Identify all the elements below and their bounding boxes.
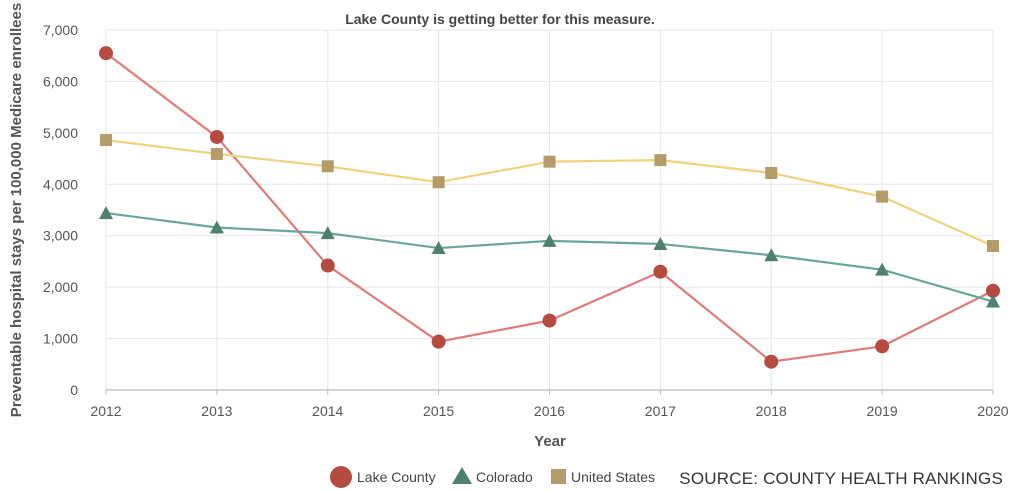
x-axis-title: Year [534,433,566,450]
x-tick-label: 2015 [423,403,454,419]
lake-county-point[interactable] [875,339,890,354]
colorado-point[interactable] [99,206,113,220]
legend-item-colorado[interactable]: Colorado [452,467,533,485]
lake-county-point[interactable] [764,354,779,369]
source-note: SOURCE: COUNTY HEALTH RANKINGS [679,469,1003,488]
x-tick-label: 2018 [756,403,787,419]
legend-lake-county-marker [330,466,352,488]
colorado-point[interactable] [653,236,668,250]
chart-title: Lake County is getting better for this m… [345,11,655,27]
x-tick-label: 2016 [534,403,565,419]
y-tick-label: 6,000 [43,73,78,89]
colorado-point[interactable] [431,241,446,255]
y-tick-label: 0 [70,382,78,398]
legend-united-states-label: United States [571,469,655,485]
legend-lake-county-label: Lake County [357,469,436,485]
legend-item-lake-county[interactable]: Lake County [330,466,436,488]
y-axis-title: Preventable hospital stays per 100,000 M… [8,3,25,417]
x-tick-label: 2020 [977,403,1008,419]
y-tick-label: 7,000 [43,22,78,38]
lake-county-point[interactable] [986,283,1000,298]
y-tick-label: 4,000 [43,176,78,192]
x-tick-label: 2014 [312,403,343,419]
united-states-point[interactable] [321,160,334,173]
united-states-point[interactable] [987,240,999,252]
series-markers [99,46,1000,369]
x-tick-label: 2013 [201,403,232,419]
colorado-point[interactable] [986,294,1000,308]
united-states-point[interactable] [100,134,112,147]
united-states-point[interactable] [432,176,445,189]
lake-county-point[interactable] [542,313,557,328]
lake-county-point[interactable] [99,46,113,61]
colorado-point[interactable] [542,233,557,247]
y-tick-label: 1,000 [43,331,78,347]
legend-colorado-marker [452,467,472,484]
united-states-point[interactable] [654,154,667,167]
x-tick-label: 2012 [90,403,121,419]
colorado-point[interactable] [875,262,890,276]
grid [105,29,994,390]
x-tick-label: 2017 [645,403,676,419]
lake-county-point[interactable] [209,129,224,144]
united-states-point[interactable] [876,190,889,203]
lake-county-point[interactable] [320,258,335,273]
united-states-point[interactable] [765,166,778,179]
y-tick-label: 5,000 [43,125,78,141]
legend-united-states-marker [551,469,566,484]
axes: 0 1,000 2,000 3,000 4,000 5,000 6,000 7,000 2012… [43,22,1009,419]
y-tick-label: 2,000 [43,279,78,295]
lake-county-point[interactable] [431,334,446,349]
united-states-point[interactable] [543,155,556,168]
legend-colorado-label: Colorado [476,469,533,485]
colorado-point[interactable] [764,248,779,262]
united-states-point[interactable] [210,147,223,160]
y-tick-label: 3,000 [43,228,78,244]
x-tick-label: 2019 [867,403,898,419]
colorado-point[interactable] [209,220,224,234]
legend-item-united-states[interactable]: United States [551,469,655,485]
colorado-point[interactable] [320,226,335,240]
legend: Lake County Colorado United States [330,466,655,488]
lake-county-point[interactable] [653,264,668,279]
